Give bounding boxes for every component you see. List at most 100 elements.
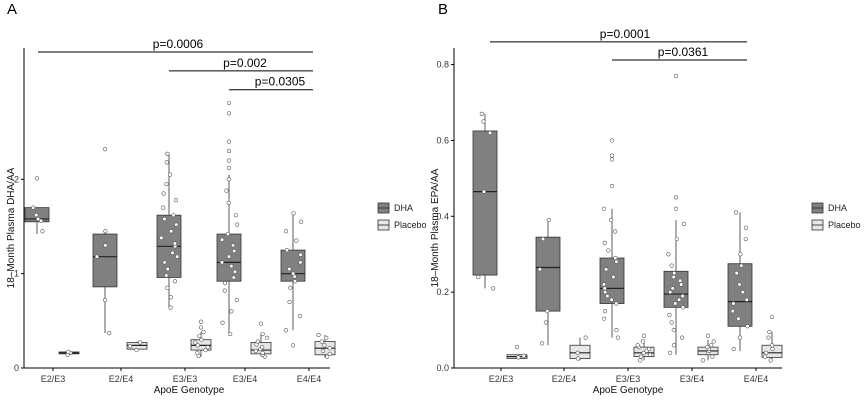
data-point	[739, 263, 744, 268]
data-point	[226, 200, 231, 206]
data-point	[222, 281, 228, 286]
data-point	[671, 274, 676, 280]
data-point	[162, 216, 167, 222]
outlier-point	[226, 148, 232, 154]
data-point	[679, 335, 685, 340]
y-axis-title: 18–Month Plasma DHA/AA	[6, 167, 17, 288]
outlier-point	[226, 100, 232, 106]
data-point	[134, 347, 139, 353]
data-point	[233, 213, 238, 218]
data-point	[613, 255, 618, 261]
y-tick-label: 0.0	[436, 363, 449, 373]
data-point	[606, 248, 611, 253]
data-point	[481, 119, 486, 124]
data-point	[666, 252, 671, 257]
legend-label-placebo: Placebo	[828, 220, 861, 230]
data-point	[575, 356, 581, 361]
data-point	[230, 243, 236, 248]
y-tick-label: 0	[14, 363, 19, 373]
data-point	[516, 355, 521, 360]
data-point	[66, 349, 71, 355]
data-point	[232, 248, 237, 254]
data-point	[35, 216, 41, 222]
data-point	[766, 335, 771, 340]
data-point	[545, 309, 550, 314]
data-point	[647, 346, 652, 352]
y-axis-title: 18–Month Plasma EPA/AA	[430, 168, 441, 287]
panel-letter: A	[7, 1, 17, 18]
outlier-point	[290, 343, 296, 348]
data-point	[164, 273, 169, 278]
box-dha-e2-e4	[535, 217, 561, 346]
data-point	[487, 130, 493, 135]
outlier-point	[514, 345, 520, 350]
data-point	[546, 217, 551, 223]
data-point	[102, 297, 108, 303]
data-point	[193, 340, 198, 345]
box-dha-e3-e4	[216, 100, 242, 337]
data-point	[740, 290, 745, 295]
y-tick-label: 0.8	[436, 60, 449, 70]
data-point	[734, 271, 739, 276]
data-point	[168, 305, 173, 310]
box-placebo-e2-e4	[569, 335, 591, 361]
data-point	[162, 260, 167, 265]
data-point	[638, 354, 644, 359]
data-point	[543, 320, 549, 325]
data-point	[173, 197, 179, 203]
data-point	[260, 350, 265, 356]
data-point	[540, 236, 546, 242]
box-body	[727, 263, 753, 327]
data-point	[225, 231, 230, 237]
data-point	[609, 297, 614, 302]
data-point	[677, 278, 683, 283]
outlier-point	[34, 176, 40, 181]
data-point	[737, 282, 742, 287]
data-point	[638, 358, 643, 363]
data-point	[743, 236, 748, 242]
x-tick-label: E3/E4	[233, 374, 258, 384]
box-placebo-e3-e3	[633, 333, 655, 363]
data-point	[283, 328, 288, 333]
x-tick-label: E2/E3	[489, 374, 514, 384]
data-point	[647, 352, 653, 357]
data-point	[320, 348, 326, 354]
x-tick-label: E2/E4	[109, 374, 134, 384]
data-point	[195, 343, 200, 348]
data-point	[171, 213, 176, 218]
p-value-label: p=0.0361	[658, 45, 709, 59]
data-point	[327, 346, 332, 351]
p-value-label: p=0.002	[223, 56, 267, 70]
data-point	[668, 350, 673, 355]
x-tick-label: E2/E4	[552, 374, 577, 384]
data-point	[669, 263, 674, 268]
outlier-point	[705, 333, 711, 338]
data-point	[604, 267, 609, 272]
outlier-point	[769, 314, 775, 319]
data-point	[170, 250, 175, 256]
outlier-point	[226, 111, 232, 116]
data-point	[635, 343, 640, 348]
data-point	[762, 354, 768, 359]
data-point	[681, 221, 686, 226]
box-placebo-e2-e3	[58, 349, 80, 357]
data-point	[670, 286, 675, 291]
data-point	[601, 282, 606, 287]
data-point	[231, 275, 236, 280]
box-body	[472, 130, 498, 276]
data-point	[224, 188, 229, 193]
data-point	[668, 290, 673, 295]
box-placebo-e3-e3	[190, 319, 212, 358]
data-point	[165, 285, 170, 290]
data-point	[291, 211, 296, 216]
data-point	[138, 340, 143, 345]
box-body	[92, 233, 118, 288]
data-point	[298, 260, 303, 265]
data-point	[521, 353, 526, 358]
data-point	[165, 151, 170, 156]
data-point	[197, 333, 202, 339]
outlier-point	[609, 183, 615, 189]
data-point	[232, 269, 238, 274]
data-point	[705, 345, 710, 350]
